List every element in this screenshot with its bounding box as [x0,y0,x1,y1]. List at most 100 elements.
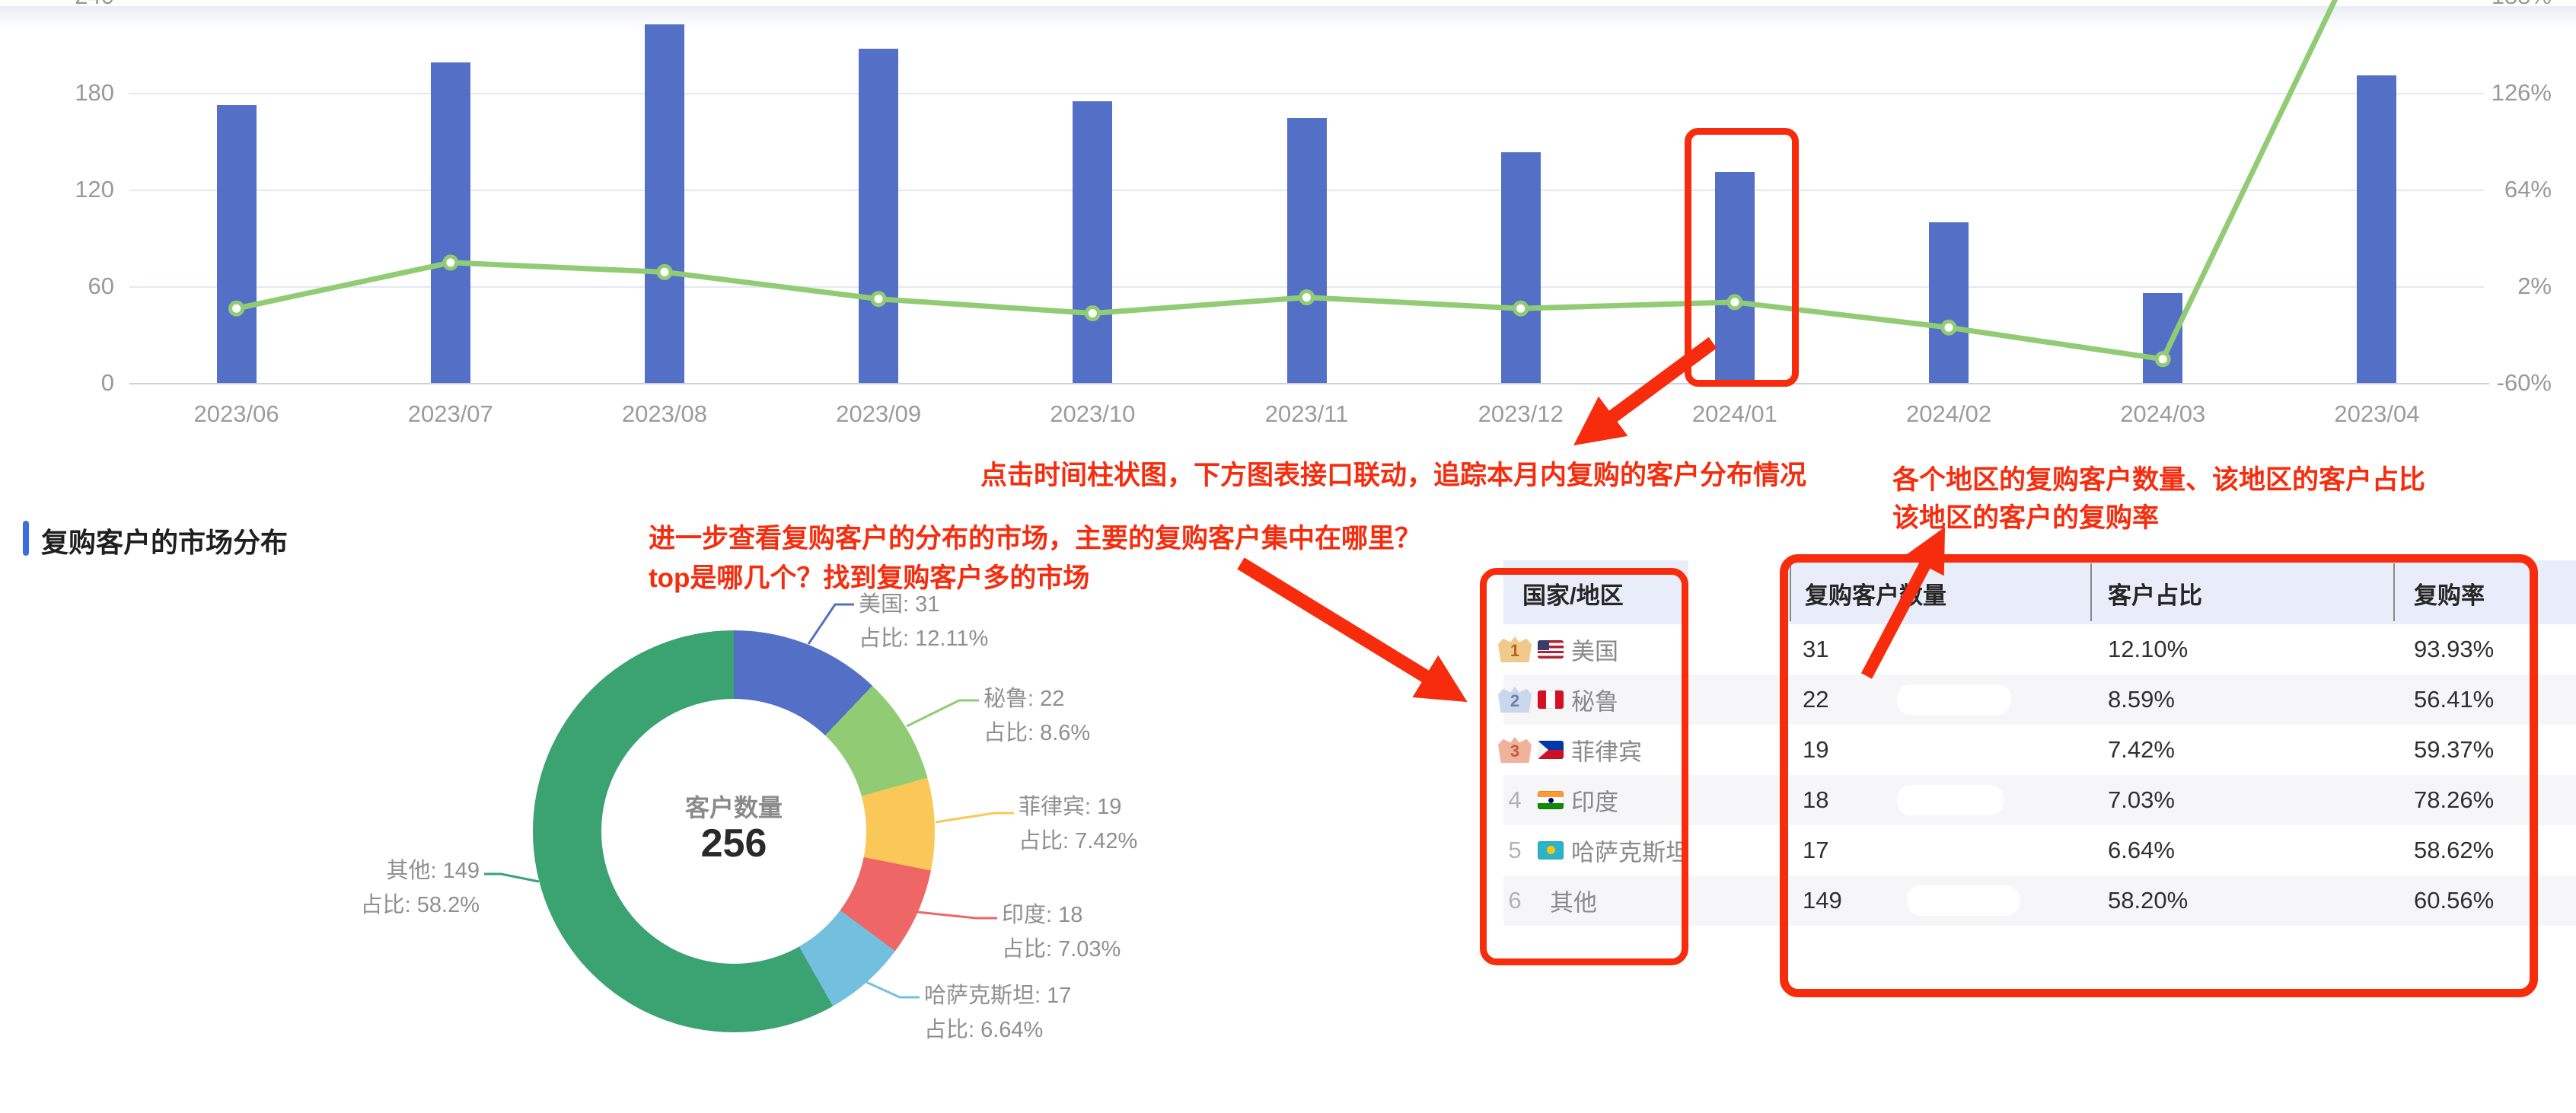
x-axis-label: 2024/01 [1691,400,1777,427]
donut-label-pct: 占比: 7.03% [1002,937,1121,962]
column-header-share[interactable]: 客户占比 [2108,582,2202,609]
y-axis-tick-left: 240 [0,0,114,11]
donut-label-pct: 占比: 12.11% [859,627,989,651]
cell-rate: 78.26% [2414,786,2495,813]
column-header-rate[interactable]: 复购率 [2414,582,2485,609]
annotation-note-left: 进一步查看复购客户的分布的市场，主要的复购客户集中在哪里？ top是哪几个？找到… [649,519,1421,598]
crown-bronze-icon: 3 [1498,737,1532,763]
donut-label-pct: 占比: 58.2% [360,893,480,917]
bar-2023/12[interactable] [1500,151,1541,383]
x-axis-line [129,383,2489,384]
x-axis-label: 2023/11 [1264,400,1349,427]
cell-repeat-count: 18 [1803,786,1829,813]
donut-label-name: 印度: 18 [1002,903,1083,927]
cell-share: 7.42% [2108,736,2175,763]
redaction-blob [1897,684,2011,715]
rank-number: 6 [1508,887,1522,914]
country-name: 哈萨克斯坦 [1571,839,1689,866]
cell-share: 6.64% [2108,837,2175,863]
donut-label-pct: 占比: 8.6% [984,721,1091,745]
table-row-哈萨克斯坦: 5 哈萨克斯坦 17 6.64% 58.62% [1480,825,2576,875]
annotation-note-top: 点击时间柱状图，下方图表接口联动，追踪本月内复购的客户分布情况 [980,461,1807,490]
cell-repeat-count: 19 [1803,736,1829,763]
column-divider [2393,563,2395,621]
flag-pe-icon [1538,690,1564,709]
cell-rate: 58.62% [2414,837,2495,863]
highlight-rect-2024-01 [1685,128,1799,387]
donut-label-秘鲁: 秘鲁: 22 占比: 8.6% [984,682,1090,751]
x-axis-label: 2023/10 [1050,400,1136,427]
cell-rate: 93.93% [2414,636,2495,662]
country-name: 菲律宾 [1571,738,1642,766]
bar-2023/07[interactable] [430,62,470,383]
y-axis-tick-left: 60 [88,273,114,299]
donut-label-哈萨克斯坦: 哈萨克斯坦: 17 占比: 6.64% [924,979,1071,1048]
donut-label-name: 秘鲁: 22 [984,687,1065,711]
cell-share: 8.59% [2108,686,2175,713]
y-axis-tick-left: 120 [75,176,114,203]
rank-number: 4 [1508,786,1522,813]
cell-repeat-count: 31 [1803,636,1829,662]
bar-2024/03[interactable] [2143,292,2183,383]
donut-label-pct: 占比: 6.64% [924,1018,1044,1042]
donut-hole [601,699,866,964]
donut-label-name: 其他: 149 [386,859,480,883]
annotation-note-right-line1: 各个地区的复购客户数量、该地区的客户占比 [1892,465,2426,495]
table-row-菲律宾: 3 菲律宾 19 7.42% 59.37% [1480,725,2576,775]
flag-ph-icon [1538,741,1564,759]
table-row-美国: 1 美国 31 12.10% 93.93% [1480,624,2576,674]
donut-label-其他: 其他: 149 占比: 58.2% [327,854,480,923]
gridline [129,93,2484,94]
bar-2023/06[interactable] [216,104,257,383]
bar-2023/08[interactable] [644,24,684,383]
column-header-country[interactable]: 国家/地区 [1522,582,1624,609]
annotation-box-country-column [1480,568,1688,965]
bar-2023/09[interactable] [859,49,899,383]
country-name: 印度 [1571,789,1618,816]
bar-2024/02[interactable] [1929,222,1969,383]
y-axis-tick-right: 2% [2517,273,2552,299]
cell-repeat-count: 22 [1803,686,1829,713]
x-axis-label: 2023/06 [193,400,279,427]
rank-crown-icon: 1 [1497,636,1533,662]
y-axis-tick-left: 0 [100,369,114,396]
y-axis-tick-right: 126% [2491,79,2552,106]
x-axis-label: 2023/07 [407,400,493,427]
x-axis-label: 2024/03 [2120,400,2206,427]
bar-2023/04[interactable] [2357,75,2397,383]
annotation-note-right-line2: 该地区的客户的复购率 [1892,503,2160,533]
column-divider [1790,563,1791,621]
donut-label-name: 美国: 31 [859,592,940,617]
annotation-note-right: 各个地区的复购客户数量、该地区的客户占比 该地区的客户的复购率 [1892,461,2425,537]
cell-repeat-count: 17 [1803,837,1829,863]
cell-rate: 60.56% [2414,887,2495,914]
donut-label-name: 菲律宾: 19 [1019,795,1122,819]
donut-label-pct: 占比: 7.42% [1019,829,1138,853]
y-axis-tick-right: 64% [2504,176,2552,203]
annotation-note-left-line2: top是哪几个？找到复购客户多的市场 [649,563,1090,593]
annotation-note-left-line1: 进一步查看复购客户的分布的市场，主要的复购客户集中在哪里？ [649,524,1422,553]
donut-label-name: 哈萨克斯坦: 17 [924,984,1072,1008]
section-title-accent-bar [23,521,29,556]
rank-number: 5 [1508,837,1522,863]
flag-kz-icon [1538,841,1564,859]
annotation-box-metric-columns [1780,554,2538,997]
cell-repeat-count: 149 [1803,887,1842,914]
bar-2023/10[interactable] [1073,101,1113,383]
donut-center-value: 256 [700,821,767,866]
donut-label-美国: 美国: 31 占比: 12.11% [859,588,988,656]
y-axis-tick-left: 180 [75,79,114,106]
column-divider [2090,563,2092,621]
bar-2023/11[interactable] [1286,117,1327,383]
rank-crown-icon: 3 [1497,737,1533,763]
x-axis-label: 2023/12 [1478,400,1564,427]
crown-gold-icon: 1 [1498,636,1532,662]
rank-crown-icon: 2 [1497,687,1533,713]
y-axis-tick-right: 188% [2451,0,2552,11]
x-axis-label: 2023/08 [621,400,707,427]
cell-share: 12.10% [2108,636,2189,662]
cell-rate: 59.37% [2414,736,2495,763]
donut-label-印度: 印度: 18 占比: 7.03% [1002,898,1121,967]
cell-share: 58.20% [2108,887,2189,914]
